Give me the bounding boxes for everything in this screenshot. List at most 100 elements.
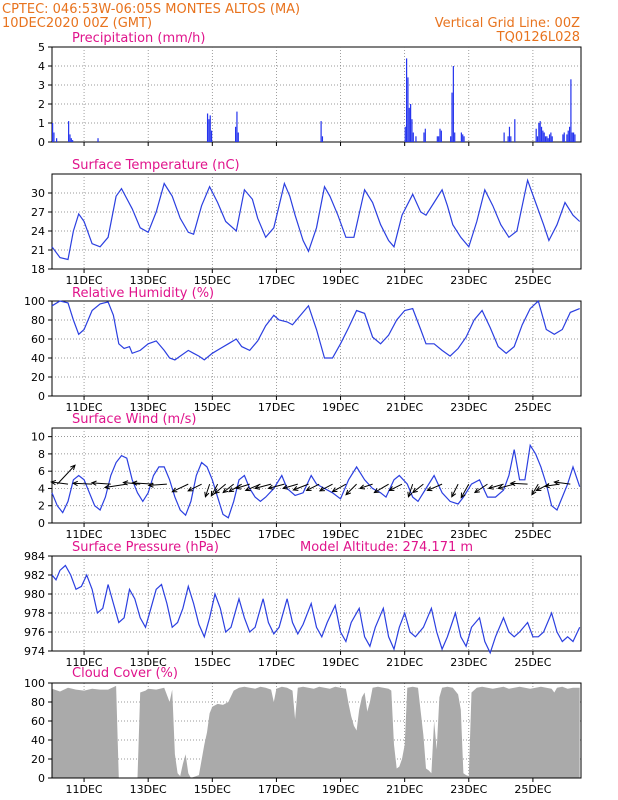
humidity-frame (51, 300, 582, 397)
wind-arrow-head (171, 487, 178, 493)
temperature-frame (51, 173, 582, 270)
humidity-x-tick-label: 19DEC (322, 401, 359, 414)
precip-bar (503, 132, 505, 142)
precip-bar (53, 132, 55, 142)
precip-bar (507, 136, 509, 142)
wind-arrow (56, 464, 76, 485)
cloud-x-tick-label: 17DEC (258, 783, 295, 796)
wind-arrow (488, 483, 504, 489)
precip-bar (535, 128, 537, 142)
wind-arrow-head (318, 486, 325, 492)
wind-x-tick-label: 25DEC (514, 528, 551, 541)
precipitation-title: Precipitation (mm/h) (72, 31, 205, 46)
precip-bar (404, 126, 406, 142)
cloud-x-tick-label: 25DEC (514, 783, 551, 796)
precip-bar (439, 128, 441, 142)
temperature-y-tick-label: 30 (31, 187, 45, 200)
precip-bar (562, 134, 564, 142)
precip-bar (407, 77, 409, 142)
wind-arrow (268, 483, 285, 489)
precip-bar (235, 126, 237, 142)
precip-bar (463, 136, 465, 142)
wind-arrow (123, 481, 141, 485)
wind-arrow (319, 483, 333, 492)
wind-arrow (222, 483, 234, 493)
wind-x-tick-label: 13DEC (130, 528, 167, 541)
precip-bar (69, 134, 71, 142)
wind-arrow-head (254, 484, 261, 490)
pressure-y-tick-label: 984 (24, 550, 45, 563)
wind-arrow-head (451, 491, 457, 498)
wind-arrow-head (535, 486, 542, 491)
wind-line (51, 443, 581, 519)
cloud-x-tick-label: 19DEC (322, 783, 359, 796)
wind-arrow (554, 481, 571, 485)
cloud-y-tick-label: 0 (38, 772, 45, 785)
wind-arrow-head (90, 480, 97, 486)
precip-bar (548, 134, 551, 142)
precip-bar (321, 136, 324, 142)
precip-bar (538, 123, 540, 142)
pressure-y-tick-label: 980 (24, 588, 45, 601)
wind-arrow-head (187, 486, 194, 492)
precip-bar (460, 132, 462, 142)
temperature-y-tick-label: 21 (31, 244, 45, 257)
pressure-x-tick-label: 11DEC (66, 656, 103, 669)
wind-arrow-head (407, 491, 413, 498)
wind-arrow-head (497, 484, 504, 490)
precip-bar (546, 136, 548, 142)
precip-bar (423, 132, 425, 142)
humidity-y-tick-label: 40 (31, 352, 45, 365)
model-altitude-label: Model Altitude: 274.171 m (300, 540, 473, 555)
humidity-y-tick-label: 100 (24, 295, 45, 308)
precip-bar (70, 138, 72, 142)
precip-bar (320, 121, 322, 142)
wind-arrow (73, 482, 93, 485)
wind-arrow-head (543, 483, 550, 489)
humidity-x-tick-label: 25DEC (514, 401, 551, 414)
pressure-line (51, 564, 581, 655)
header-model-code: TQ0126L028 (496, 30, 580, 45)
wind-arrow-head (331, 487, 338, 493)
wind-arrow-head (388, 486, 395, 491)
precip-bar (452, 66, 454, 142)
precip-bar (451, 92, 453, 142)
wind-arrow-head (72, 480, 78, 487)
precip-frame (51, 46, 582, 143)
precip-bar (508, 126, 511, 142)
wind-arrow (389, 483, 403, 491)
wind-panel: Surface Wind (m/s) 0 2 4 6 8 10 11DEC 13DEC 15DE… (31, 412, 582, 541)
wind-arrow (531, 483, 539, 495)
pressure-x-tick-label: 23DEC (450, 656, 487, 669)
wind-arrow (210, 483, 219, 497)
wind-arrow (345, 483, 357, 495)
precip-bar (68, 121, 70, 142)
precip-bar (424, 128, 426, 142)
wind-arrow-head (487, 484, 494, 490)
cloud-x-tick-label: 21DEC (386, 783, 423, 796)
cloud-cover-panel: Cloud Cover (%) 0 20 40 60 80 100 11DEC 13DEC 15… (24, 666, 582, 796)
precip-y-tick-label: 2 (38, 98, 45, 111)
pressure-y-tick-label: 978 (24, 607, 45, 620)
wind-y-tick-label: 8 (38, 448, 45, 461)
precip-bar (56, 138, 58, 142)
cloud-y-tick-label: 60 (31, 715, 45, 728)
wind-arrow-head (358, 484, 366, 490)
pressure-panel: Surface Pressure (hPa) Model Altitude: 2… (24, 540, 582, 669)
precip-y-tick-label: 1 (38, 117, 45, 130)
pressure-x-tick-label: 17DEC (258, 656, 295, 669)
wind-arrow-head (267, 484, 274, 490)
wind-arrow (204, 483, 211, 497)
temperature-x-tick-label: 15DEC (194, 274, 231, 287)
precip-bar (236, 111, 238, 142)
wind-arrow (427, 483, 443, 491)
cloud-frame-top (51, 682, 582, 779)
header-station: CPTEC: 046:53W-06:05S MONTES ALTOS (MA) (2, 2, 300, 17)
wind-arrow-head (426, 486, 433, 492)
precip-bar (570, 79, 572, 142)
pressure-y-tick-label: 976 (24, 626, 45, 639)
humidity-x-tick-label: 11DEC (66, 401, 103, 414)
wind-x-tick-label: 21DEC (386, 528, 423, 541)
precip-bar (571, 132, 573, 142)
